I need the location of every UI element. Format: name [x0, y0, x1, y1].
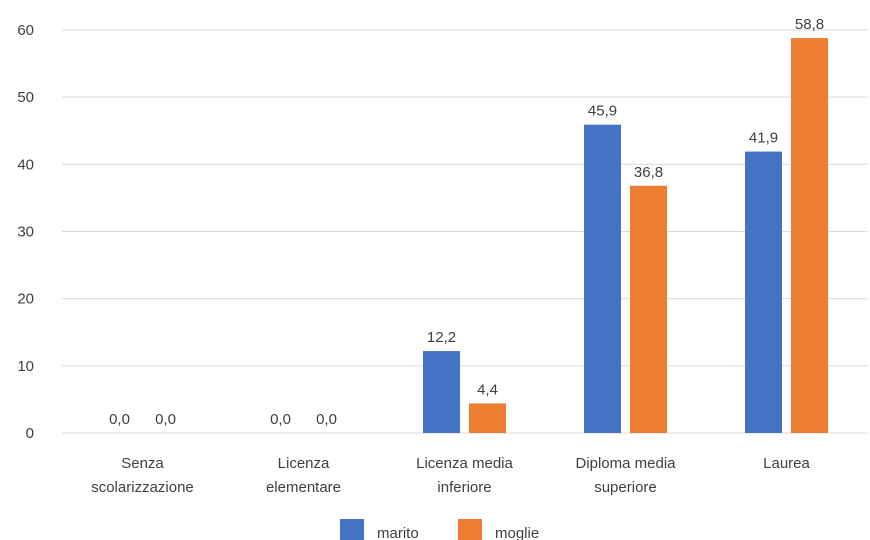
y-tick-label: 20: [17, 291, 34, 308]
legend-label-marito: marito: [377, 525, 419, 540]
legend: marito moglie: [340, 519, 539, 540]
y-axis-ticks: 0 10 20 30 40 50 60: [17, 22, 34, 442]
y-tick-label: 60: [17, 22, 34, 39]
bar-marito-4: [745, 151, 782, 434]
bar-moglie-2: [469, 403, 506, 433]
bar-moglie-4: [791, 38, 828, 434]
bar-moglie-3: [630, 185, 667, 433]
x-category-label: Diploma media: [575, 455, 676, 472]
data-label-moglie-2: 4,4: [477, 381, 498, 398]
bars: [423, 38, 828, 434]
bar-marito-2: [423, 351, 460, 433]
data-labels: 0,0 0,0 0,0 0,0 12,2 4,4 45,9 36,8 41,9 58,8: [109, 16, 824, 428]
gridlines: [62, 29, 867, 434]
y-tick-label: 40: [17, 156, 34, 173]
data-label-moglie-1: 0,0: [316, 411, 337, 428]
x-category-label: elementare: [266, 479, 341, 496]
data-label-moglie-4: 58,8: [795, 16, 824, 33]
data-label-marito-2: 12,2: [427, 329, 456, 346]
x-category-label: scolarizzazione: [91, 479, 194, 496]
x-category-label: inferiore: [437, 479, 491, 496]
legend-swatch-marito: [340, 519, 364, 540]
y-tick-label: 10: [17, 358, 34, 375]
data-label-marito-1: 0,0: [270, 411, 291, 428]
y-tick-label: 0: [26, 425, 34, 442]
data-label-marito-0: 0,0: [109, 411, 130, 428]
x-axis-labels: Senza scolarizzazione Licenza elementare Lic…: [91, 455, 810, 496]
legend-label-moglie: moglie: [495, 525, 539, 540]
x-category-label: Licenza media: [416, 455, 513, 472]
x-category-label: Senza: [121, 455, 164, 472]
data-label-marito-3: 45,9: [588, 103, 617, 120]
y-tick-label: 50: [17, 89, 34, 106]
data-label-moglie-3: 36,8: [634, 164, 663, 181]
y-tick-label: 30: [17, 224, 34, 241]
x-category-label: superiore: [594, 479, 657, 496]
x-category-label: Licenza: [278, 455, 330, 472]
x-category-label: Laurea: [763, 455, 810, 472]
legend-swatch-moglie: [458, 519, 482, 540]
data-label-marito-4: 41,9: [749, 130, 778, 147]
data-label-moglie-0: 0,0: [155, 411, 176, 428]
bar-marito-3: [584, 124, 621, 433]
